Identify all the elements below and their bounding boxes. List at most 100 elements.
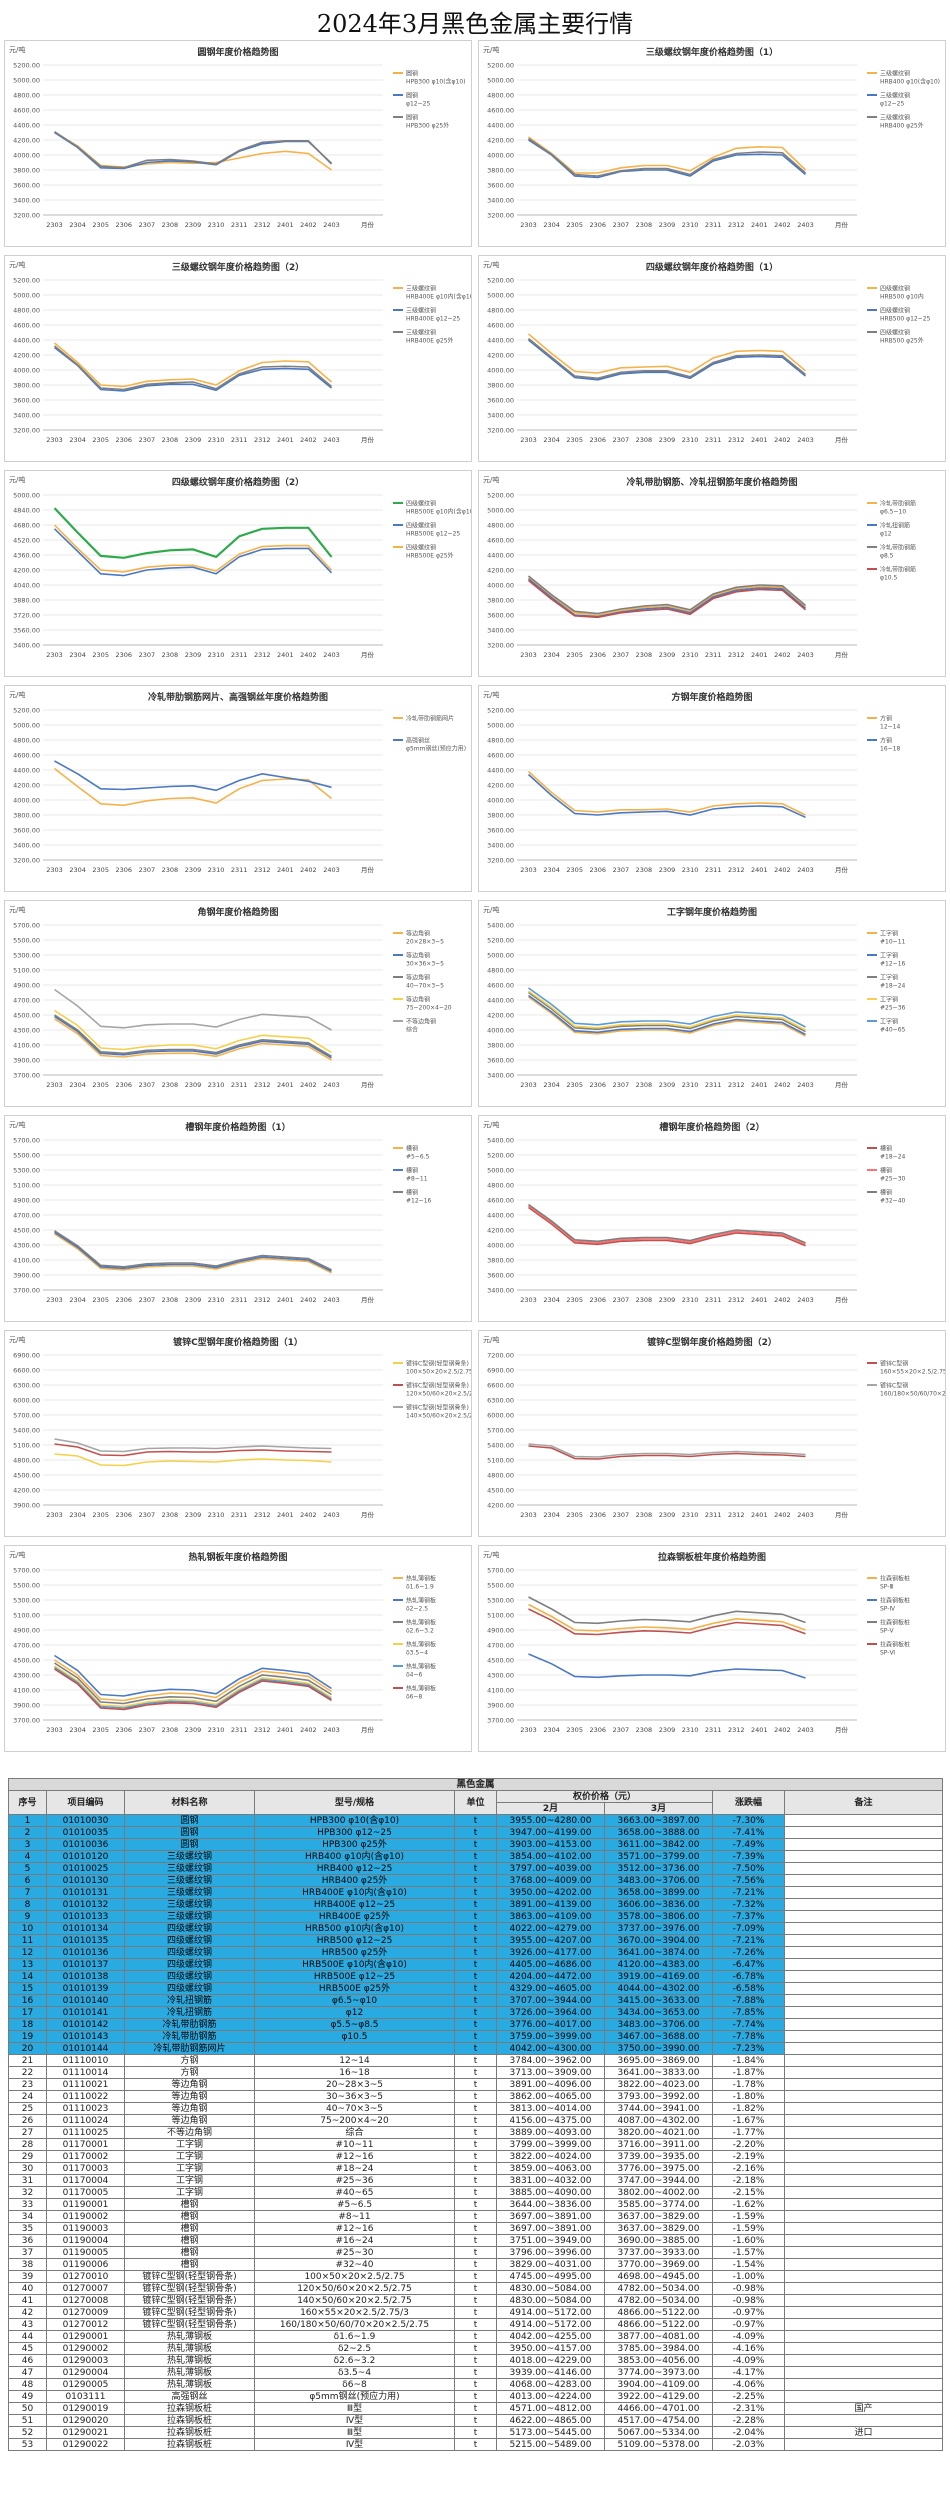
table-row: 53 01290022 拉森钢板桩 Ⅳ型 t 5215.00~5489.00 5109.00… (8, 2438, 944, 2451)
cell-name: 冷轧扭钢筋 (124, 1994, 255, 2007)
legend-label: 冷轧带肋钢筋网片 (406, 715, 454, 723)
x-tick-label: 2402 (300, 436, 317, 444)
chart-svg: 角钢年度价格趋势图 元/吨 3700.00 3900.00 4100.00 4300.00… (9, 905, 452, 1089)
x-tick-label: 2305 (92, 221, 109, 229)
y-tick-label: 4500.00 (13, 1472, 40, 1480)
chart-svg: 槽钢年度价格趋势图（1） 元/吨 3700.00 3900.00 4100.00 4300… (9, 1120, 432, 1304)
legend-label: 拉森钢板桩 SP-Ⅴ (880, 1619, 910, 1635)
y-unit-label: 元/吨 (9, 45, 25, 54)
y-tick-label: 5400.00 (13, 1427, 40, 1435)
cell-pct: -2.04% (712, 2426, 785, 2439)
series-line (528, 990, 806, 1031)
x-tick-label: 2401 (277, 1511, 294, 1519)
table-row: 35 01190003 槽钢 #12~16 t 3697.00~3891.00 3637.0… (8, 2222, 944, 2235)
x-tick-label: 2309 (659, 651, 676, 659)
y-tick-label: 4300.00 (13, 1672, 40, 1680)
legend-label: 拉森钢板桩 SP-Ⅲ (880, 1575, 910, 1591)
cell-name: 工字钢 (124, 2174, 255, 2187)
cell-mar: 5109.00~5378.00 (604, 2438, 713, 2451)
x-tick-label: 2307 (139, 1511, 156, 1519)
table-row: 17 01010141 冷轧扭钢筋 φ12 t 3726.00~3964.00 3434.0… (8, 2006, 944, 2019)
series-line (54, 988, 332, 1031)
y-tick-label: 5000.00 (13, 292, 40, 300)
x-tick-label: 2303 (520, 1511, 537, 1519)
table-row: 49 0103111 高强钢丝 φ5mm钢丝(预应力用) t 4013.00~4224.0… (8, 2390, 944, 2403)
y-unit-label: 元/吨 (9, 1120, 25, 1129)
cell-mar: 4866.00~5122.00 (604, 2318, 713, 2331)
cell-mar: 5067.00~5334.00 (604, 2426, 713, 2439)
cell-seq: 49 (8, 2390, 47, 2403)
cell-mar: 3739.00~3935.00 (604, 2150, 713, 2163)
table-row: 23 01110021 等边角钢 20~28×3~5 t 3891.00~4096.00 3… (8, 2078, 944, 2091)
cell-pct: -0.98% (712, 2282, 785, 2295)
cell-code: 01010130 (46, 1874, 125, 1887)
table-row: 37 01190005 槽钢 #25~30 t 3796.00~3996.00 3737.0… (8, 2246, 944, 2259)
table-row: 15 01010139 四级螺纹钢 HRB500E φ25外 t 4329.00~4605… (8, 1982, 944, 1995)
cell-remark (783, 2018, 944, 2031)
y-tick-label: 4300.00 (13, 1242, 40, 1250)
cell-pct: -2.19% (712, 2150, 785, 2163)
series-line (53, 507, 333, 559)
y-tick-label: 5300.00 (487, 1597, 514, 1605)
cell-code: 01010135 (46, 1934, 125, 1947)
series-line (528, 1205, 806, 1246)
cell-code: 01110023 (46, 2102, 125, 2115)
x-tick-label: 2309 (659, 1296, 676, 1304)
cell-code: 01190002 (46, 2210, 125, 2223)
legend-label: 拉森钢板桩 SP-Ⅵ (880, 1641, 910, 1657)
cell-name: 等边角钢 (124, 2078, 255, 2091)
cell-unit: t (454, 1910, 497, 1923)
x-tick-label: 2303 (520, 651, 537, 659)
cell-mar: 4782.00~5034.00 (604, 2282, 713, 2295)
cell-name: 四级螺纹钢 (124, 1934, 255, 1947)
x-tick-label: 2309 (185, 436, 202, 444)
y-tick-label: 6900.00 (487, 1367, 514, 1375)
x-tick-label: 2401 (751, 1296, 768, 1304)
table-row: 19 01010143 冷轧带肋钢筋 φ10.5 t 3759.00~3999.00 346… (8, 2030, 944, 2043)
cell-code: 01010143 (46, 2030, 125, 2043)
x-unit-label: 月份 (835, 1080, 849, 1089)
cell-seq: 29 (8, 2150, 47, 2163)
x-tick-label: 2305 (92, 651, 109, 659)
cell-feb: 3863.00~4109.00 (496, 1910, 605, 1923)
x-tick-label: 2304 (543, 1726, 560, 1734)
legend-label: 镀锌C型钢(轻型钢骨条)120×50/60×20×2.5/2.75 (406, 1382, 471, 1398)
cell-feb: 3713.00~3909.00 (496, 2066, 605, 2079)
cell-mar: 3750.00~3990.00 (604, 2042, 713, 2055)
x-tick-label: 2303 (46, 221, 63, 229)
x-tick-label: 2312 (254, 866, 271, 874)
y-tick-label: 4800.00 (487, 967, 514, 975)
legend-label: 圆钢 HPB300 φ10(含φ10) (406, 70, 465, 86)
cell-spec: #10~11 (254, 2138, 455, 2151)
table-row: 14 01010138 四级螺纹钢 HRB500E φ12~25 t 4204.00~44… (8, 1970, 944, 1983)
cell-pct: -1.00% (712, 2270, 785, 2283)
cell-seq: 38 (8, 2258, 47, 2271)
x-tick-label: 2304 (543, 1511, 560, 1519)
cell-spec: 160×55×20×2.5/2.75/3 (254, 2306, 455, 2319)
y-tick-label: 4800.00 (13, 92, 40, 100)
legend-label: 热轧薄钢板 δ1.6~1.9 (406, 1575, 436, 1591)
y-tick-label: 4000.00 (487, 797, 514, 805)
x-tick-label: 2312 (728, 1511, 745, 1519)
cell-mar: 3690.00~3885.00 (604, 2234, 713, 2247)
y-tick-label: 6600.00 (487, 1382, 514, 1390)
cell-spec: Ⅲ型 (254, 2426, 455, 2439)
cell-seq: 11 (8, 1934, 47, 1947)
legend-label: 热轧薄钢板 δ4~6 (406, 1663, 436, 1679)
cell-mar: 4044.00~4302.00 (604, 1982, 713, 1995)
cell-code: 01270009 (46, 2306, 125, 2319)
y-tick-label: 4500.00 (487, 1657, 514, 1665)
table-row: 29 01170002 工字钢 #12~16 t 3822.00~4024.00 3739.… (8, 2150, 944, 2163)
x-tick-label: 2402 (774, 1081, 791, 1089)
y-tick-label: 4200.00 (487, 1227, 514, 1235)
y-tick-label: 4800.00 (487, 737, 514, 745)
x-tick-label: 2307 (613, 651, 630, 659)
cell-feb: 3831.00~4032.00 (496, 2174, 605, 2187)
cell-spec: Ⅲ型 (254, 2402, 455, 2415)
cell-remark (783, 2150, 944, 2163)
x-tick-label: 2312 (728, 221, 745, 229)
cell-mar: 3853.00~4056.00 (604, 2354, 713, 2367)
chart-panel-15: 热轧钢板年度价格趋势图 元/吨 3700.00 3900.00 4100.00 4300.… (4, 1545, 472, 1752)
y-tick-label: 4400.00 (487, 1212, 514, 1220)
chart-title: 冷轧带肋钢筋、冷轧扭钢筋年度价格趋势图 (626, 476, 797, 488)
